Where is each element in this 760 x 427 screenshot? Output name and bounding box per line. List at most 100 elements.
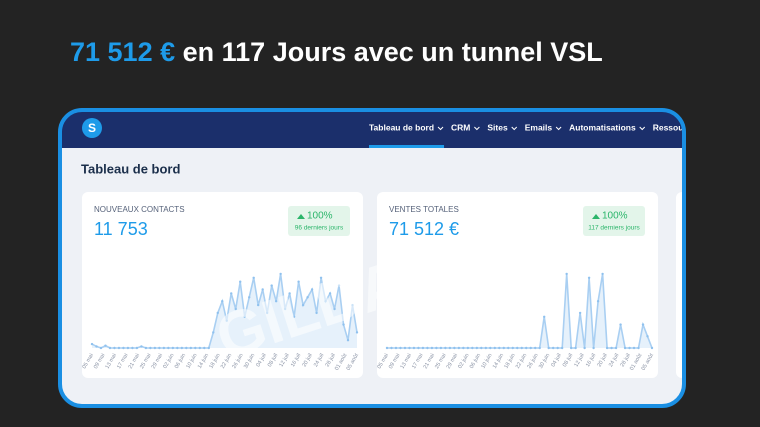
point: [578, 311, 582, 315]
point: [538, 346, 541, 350]
point: [176, 346, 179, 350]
point: [90, 342, 94, 346]
point: [288, 292, 291, 295]
badge-period: 96 derniers jours: [295, 225, 344, 232]
point: [149, 346, 152, 350]
point: [243, 315, 246, 318]
point: [221, 300, 224, 303]
point: [333, 307, 336, 311]
point: [234, 307, 237, 311]
headline: 71 512 € en 117 Jours avec un tunnel VSL: [70, 37, 603, 67]
nav-item[interactable]: Automatisations: [569, 122, 636, 132]
point: [385, 346, 389, 350]
point: [543, 315, 546, 318]
point: [583, 346, 586, 350]
point: [95, 345, 98, 348]
point: [529, 346, 532, 350]
point: [261, 288, 264, 291]
point: [605, 346, 609, 350]
point: [230, 292, 233, 295]
point: [292, 315, 296, 318]
badge-arrow: [592, 214, 600, 219]
nav-chevron: [639, 126, 646, 131]
badge-value: 100%: [307, 211, 333, 222]
headline-rest: en 117 Jours avec un tunnel VSL: [183, 37, 603, 67]
point: [144, 346, 148, 350]
point: [256, 303, 260, 307]
point: [623, 346, 627, 350]
point: [198, 346, 201, 350]
nav-item[interactable]: Emails: [525, 122, 553, 132]
logo-letter: S: [88, 121, 96, 135]
nav-item[interactable]: Sites: [487, 122, 508, 132]
point: [153, 346, 157, 350]
point: [592, 346, 595, 350]
point: [587, 276, 591, 279]
point: [435, 346, 438, 350]
point: [274, 300, 278, 303]
point: [601, 272, 604, 276]
point: [480, 346, 483, 350]
point: [403, 346, 407, 350]
point: [113, 346, 116, 350]
point: [117, 346, 121, 350]
point: [207, 346, 210, 350]
nav-item[interactable]: Tableau de bord: [369, 122, 434, 132]
point: [471, 346, 474, 350]
card: NOUVEAUX CONTACTS 11 753 100% 96 derniers j…: [82, 192, 363, 378]
point: [502, 346, 505, 350]
point: [158, 346, 161, 350]
point: [216, 311, 219, 315]
point: [252, 276, 255, 279]
point: [417, 346, 420, 350]
badge-period: 117 derniers jours: [588, 225, 640, 232]
point: [108, 346, 112, 350]
nav-menu: Tableau de bord CRM Sites Emails Automatisat…: [369, 122, 701, 148]
point: [99, 346, 103, 350]
point: [520, 346, 523, 350]
point: [641, 323, 645, 326]
point: [498, 346, 501, 350]
point: [399, 346, 402, 350]
point: [516, 346, 519, 350]
point: [569, 346, 573, 350]
point: [560, 346, 564, 350]
point: [248, 296, 251, 299]
point: [448, 346, 452, 350]
nav-item[interactable]: Ressources: [653, 122, 701, 132]
point: [140, 345, 143, 348]
badge-value: 100%: [602, 211, 628, 222]
point: [610, 346, 613, 350]
navbar: [60, 110, 684, 148]
point: [507, 346, 510, 350]
point: [574, 346, 577, 350]
point: [462, 346, 465, 350]
nav-chevron: [437, 126, 444, 131]
point: [126, 346, 130, 350]
point: [466, 346, 470, 350]
nav-item[interactable]: CRM: [451, 122, 470, 132]
point: [475, 346, 479, 350]
nav-active-underline: [369, 145, 445, 148]
point: [310, 288, 314, 291]
point: [328, 292, 332, 295]
headline-amount: 71 512 €: [70, 37, 175, 67]
point: [421, 346, 425, 350]
point: [324, 300, 327, 303]
point: [596, 300, 600, 303]
point: [534, 346, 537, 350]
point: [270, 284, 273, 287]
card-value: 71 512 €: [389, 219, 459, 239]
card-label: NOUVEAUX CONTACTS: [94, 205, 185, 214]
point: [650, 346, 654, 350]
point: [301, 303, 305, 307]
point: [131, 346, 134, 350]
point: [632, 346, 636, 350]
point: [167, 346, 170, 350]
point: [225, 319, 228, 322]
point: [453, 346, 456, 350]
point: [279, 272, 282, 276]
logo[interactable]: [82, 118, 102, 138]
point: [189, 346, 193, 350]
